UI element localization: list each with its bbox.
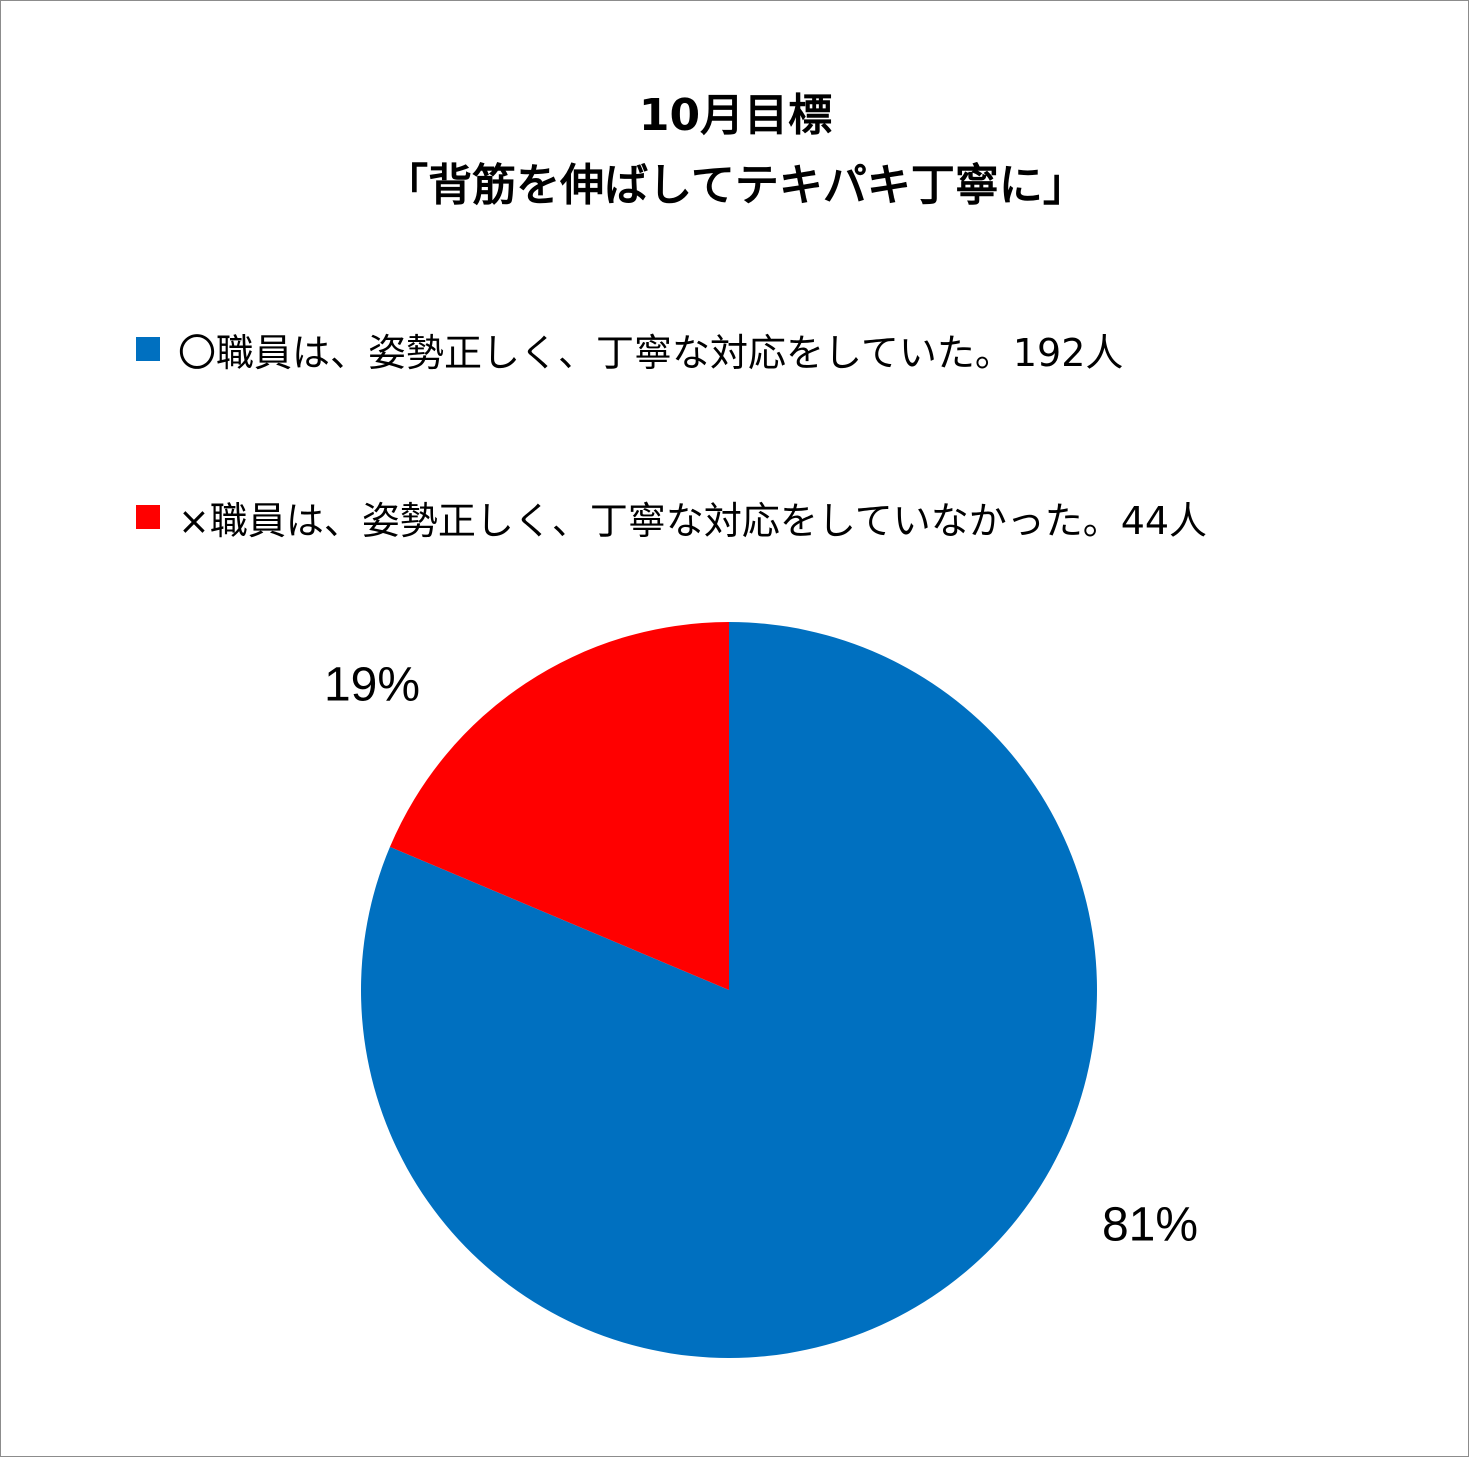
legend-item-yes: 〇職員は、姿勢正しく、丁寧な対応をしていた。192人 [136,319,1207,379]
legend-item-no: ×職員は、姿勢正しく、丁寧な対応をしていなかった。44人 [136,487,1207,547]
pie-data-label-1: 19% [324,659,420,712]
chart-title-line-1: 10月目標 [638,90,833,141]
chart-legend: 〇職員は、姿勢正しく、丁寧な対応をしていた。192人 ×職員は、姿勢正しく、丁寧… [136,319,1207,655]
legend-label-yes: 〇職員は、姿勢正しく、丁寧な対応をしていた。192人 [178,330,1124,375]
legend-swatch-no [136,505,160,529]
chart-title: 10月目標 「背筋を伸ばしてテキパキ丁寧に」 [1,81,1469,221]
legend-label-no: ×職員は、姿勢正しく、丁寧な対応をしていなかった。44人 [178,498,1208,543]
pie-slice-1 [389,622,729,990]
legend-swatch-yes [136,337,160,361]
chart-title-line-2: 「背筋を伸ばしてテキパキ丁寧に」 [384,160,1087,211]
pie-data-label-0: 81% [1102,1199,1198,1252]
